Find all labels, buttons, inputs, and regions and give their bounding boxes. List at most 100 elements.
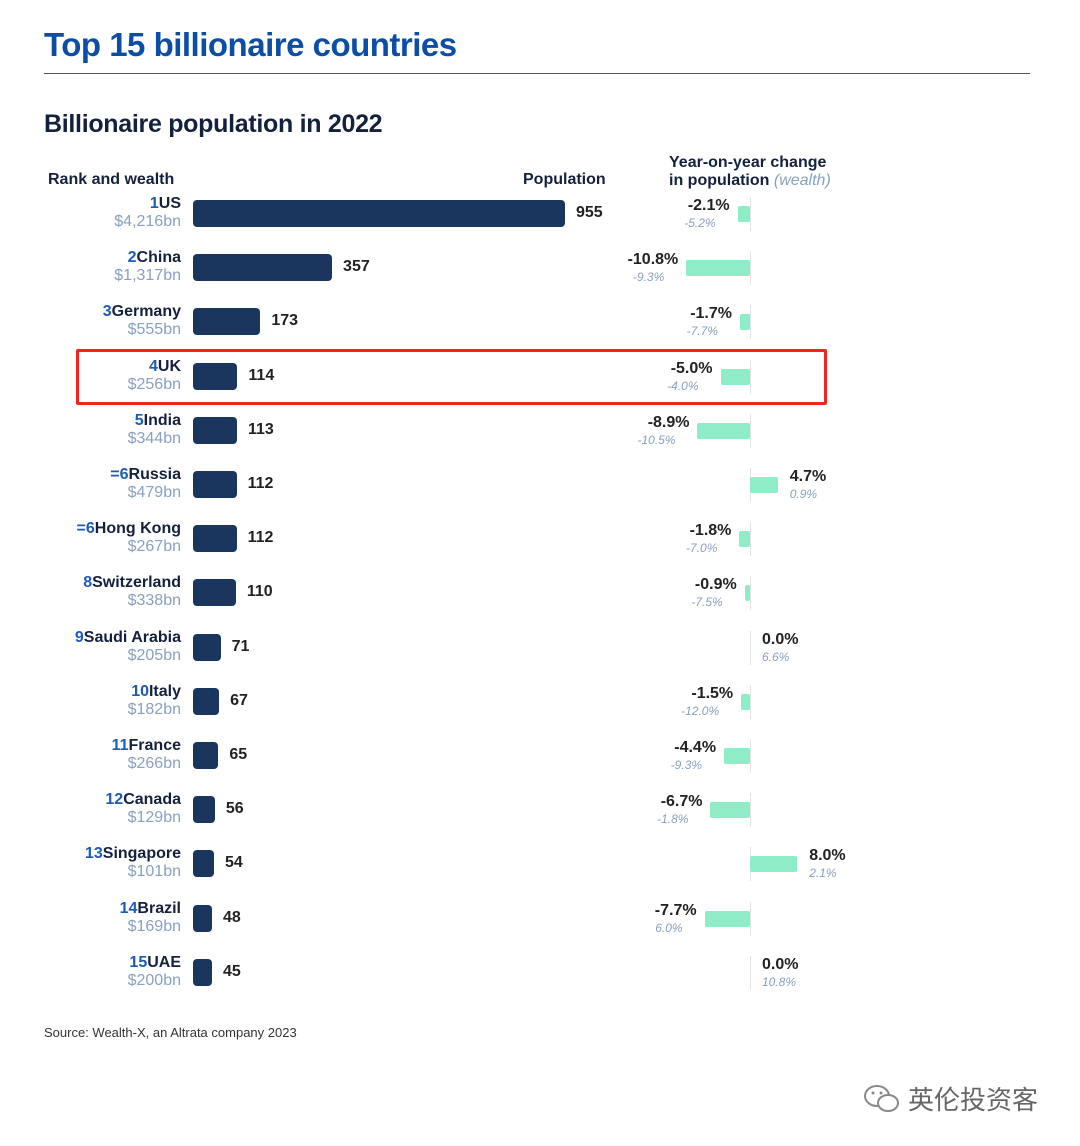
- country-name: Switzerland: [92, 574, 181, 592]
- country-name: UK: [157, 357, 181, 375]
- population-change-label: -0.9%: [694, 576, 737, 594]
- wealth-change-label: -7.5%: [691, 595, 723, 610]
- population-change-label: -2.1%: [687, 197, 730, 214]
- row-label: 1US $4,216bn: [114, 195, 181, 230]
- country-name: Hong Kong: [94, 520, 181, 538]
- country-name: France: [128, 737, 181, 754]
- population-label: 67: [230, 691, 248, 709]
- country-name: Saudi Arabia: [83, 628, 181, 646]
- population-label: 65: [229, 746, 248, 763]
- header-yoy: Year-on-year change in population (wealt…: [669, 154, 831, 190]
- rank-number: 14: [119, 899, 138, 917]
- population-change-label: -1.5%: [691, 684, 734, 702]
- row-label: 8Switzerland $338bn: [83, 574, 181, 609]
- population-bar: [193, 850, 215, 878]
- population-change-label: -10.8%: [627, 251, 679, 269]
- wealth-change-label: -9.3%: [670, 758, 703, 772]
- row-label: =6Russia $479bn: [110, 466, 181, 501]
- rank-number: 4: [148, 357, 158, 375]
- population-label: 45: [223, 962, 241, 980]
- population-change-bar: [744, 585, 750, 602]
- population-change-bar: [750, 477, 778, 493]
- population-change-label: 0.0%: [762, 955, 799, 973]
- change-axis: [750, 793, 751, 828]
- population-label: 112: [247, 475, 274, 492]
- row-label: 2China $1,317bn: [114, 249, 181, 284]
- wealth-change-label: -9.3%: [632, 270, 665, 285]
- row-label: 14Brazil $169bn: [120, 900, 181, 935]
- row-label: =6Hong Kong $267bn: [77, 520, 181, 555]
- population-change-bar: [720, 368, 750, 385]
- row-label: 11France $266bn: [112, 737, 181, 772]
- wealth-value: $182bn: [127, 700, 181, 718]
- wealth-change-label: -4.0%: [667, 378, 699, 393]
- population-label: 56: [225, 800, 244, 818]
- rank-number: 5: [134, 411, 144, 429]
- row-label: 13Singapore $101bn: [85, 845, 181, 880]
- change-axis: [750, 684, 751, 719]
- population-change-label: -5.0%: [670, 359, 713, 377]
- population-bar: [193, 579, 236, 607]
- population-label: 113: [248, 420, 274, 438]
- rank-number: 2: [127, 249, 137, 267]
- population-bar: [193, 633, 221, 661]
- rank-number: 13: [84, 845, 103, 863]
- change-axis: [750, 955, 751, 990]
- rank-number: 12: [105, 791, 124, 809]
- population-change-bar: [724, 748, 750, 764]
- population-bar: [193, 254, 333, 282]
- wealth-change-label: -12.0%: [681, 703, 720, 718]
- rank-number: 9: [74, 628, 84, 646]
- row-label: 3Germany $555bn: [103, 303, 181, 338]
- wealth-change-label: 6.0%: [655, 920, 683, 935]
- population-bar: [193, 471, 237, 498]
- population-change-label: -4.4%: [674, 739, 717, 756]
- population-label: 110: [246, 583, 273, 601]
- population-change-bar: [739, 314, 750, 331]
- population-bar: [193, 904, 212, 932]
- population-change-bar: [710, 802, 750, 819]
- wealth-value: $1,317bn: [114, 267, 181, 285]
- wechat-icon: [864, 1084, 899, 1112]
- wealth-change-label: 2.1%: [809, 866, 837, 881]
- wealth-value: $266bn: [127, 755, 181, 772]
- population-change-label: -7.7%: [654, 901, 697, 919]
- population-change-bar: [737, 206, 750, 222]
- population-label: 54: [225, 854, 243, 872]
- wealth-change-label: -7.0%: [686, 541, 718, 556]
- source-note: Source: Wealth-X, an Altrata company 202…: [44, 1025, 297, 1040]
- change-axis: [750, 251, 751, 286]
- change-axis: [750, 305, 751, 340]
- rank-number: 3: [102, 303, 112, 321]
- population-change-bar: [750, 856, 798, 873]
- rank-number: 8: [83, 574, 93, 592]
- change-axis: [750, 413, 751, 448]
- rank-number: 11: [111, 737, 129, 754]
- wealth-change-label: 0.9%: [789, 487, 818, 501]
- population-label: 955: [576, 204, 603, 221]
- population-change-bar: [741, 693, 750, 710]
- header-yoy-wealth: (wealth): [773, 172, 831, 189]
- population-change-bar: [704, 910, 750, 927]
- header-yoy-line1: Year-on-year change: [669, 154, 827, 171]
- country-name: Germany: [111, 303, 181, 321]
- population-change-bar: [686, 260, 750, 277]
- population-label: 112: [247, 529, 274, 547]
- population-change-label: -1.8%: [689, 522, 732, 540]
- population-change-bar: [739, 531, 750, 548]
- rank-number: 1: [149, 195, 159, 212]
- country-name: Brazil: [137, 899, 181, 917]
- population-change-bar: [697, 422, 750, 439]
- header-yoy-line2: in population: [669, 172, 770, 189]
- wealth-value: $479bn: [127, 484, 181, 501]
- change-axis: [750, 739, 751, 773]
- population-bar: [193, 416, 238, 444]
- highlight-box-uk: [76, 349, 827, 405]
- country-name: India: [143, 411, 181, 429]
- population-label: 48: [223, 908, 241, 926]
- population-bar: [193, 687, 220, 715]
- title-divider: [44, 73, 1030, 74]
- population-change-label: 4.7%: [789, 468, 827, 485]
- row-label: 10Italy $182bn: [128, 683, 181, 718]
